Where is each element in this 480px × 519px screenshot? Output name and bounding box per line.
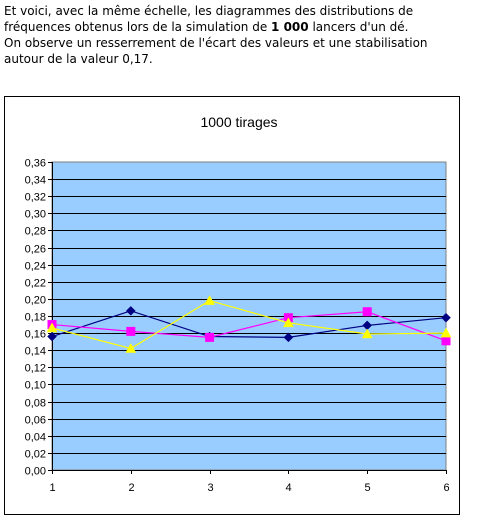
intro-line-2-end: lancers d'un dé. bbox=[308, 20, 409, 34]
series-2-point bbox=[441, 336, 451, 346]
intro-line-3: On observe un resserrement de l'écart de… bbox=[4, 36, 428, 50]
chart-frame: 1000 tirages 0,00 0,02 0,04 0,06 0,08 0,10 0,12… bbox=[4, 96, 460, 515]
x-tick-label: 2 bbox=[128, 482, 134, 494]
series-1-point bbox=[125, 306, 136, 316]
intro-line-2-bold: 1 000 bbox=[271, 20, 309, 34]
y-tick-label: 0,24 bbox=[25, 261, 46, 273]
y-tick-label: 0,04 bbox=[25, 432, 46, 444]
x-tick-label: 1 bbox=[49, 482, 55, 494]
series-2-point bbox=[362, 307, 372, 317]
series-3-point bbox=[125, 342, 137, 353]
x-tick-label: 5 bbox=[364, 482, 370, 494]
series-3-point bbox=[204, 295, 216, 305]
series-3-line bbox=[51, 299, 447, 350]
y-tick-label: 0,16 bbox=[25, 329, 46, 341]
y-tick-label: 0,18 bbox=[25, 312, 46, 324]
y-tick-label: 0,26 bbox=[25, 244, 46, 256]
intro-line-1: Et voici, avec la même échelle, les diag… bbox=[4, 4, 414, 18]
intro-line-4: autour de la valeur 0,17. bbox=[4, 52, 153, 66]
y-tick-label: 0,10 bbox=[25, 380, 46, 392]
y-tick-label: 0,20 bbox=[25, 295, 46, 307]
series-2-point bbox=[205, 332, 215, 342]
chart-title: 1000 tirages bbox=[200, 114, 277, 130]
y-tick-label: 0,00 bbox=[25, 466, 46, 478]
y-tick-label: 0,28 bbox=[25, 226, 46, 238]
y-tick-label: 0,08 bbox=[25, 398, 46, 410]
series-3-point bbox=[46, 322, 58, 333]
intro-line-2: fréquences obtenus lors de la simulation… bbox=[4, 19, 476, 35]
x-tick-label: 3 bbox=[207, 482, 213, 494]
y-tick-label: 0,14 bbox=[25, 346, 46, 358]
y-tick-label: 0,36 bbox=[25, 158, 46, 170]
x-tick-label: 4 bbox=[285, 482, 291, 494]
line-chart: 1000 tirages 0,00 0,02 0,04 0,06 0,08 0,10 0,12… bbox=[25, 114, 452, 494]
x-tick-label: 6 bbox=[443, 482, 449, 494]
y-tick-label: 0,30 bbox=[25, 209, 46, 221]
series-1-point bbox=[47, 331, 57, 342]
intro-paragraph: Et voici, avec la même échelle, les diag… bbox=[4, 3, 476, 67]
series-1-point bbox=[283, 332, 294, 343]
y-tick-label: 0,12 bbox=[25, 363, 46, 375]
series-3-point bbox=[282, 317, 294, 328]
series-3-point bbox=[440, 327, 452, 338]
y-tick-label: 0,02 bbox=[25, 449, 46, 461]
series-3-point bbox=[361, 328, 373, 339]
y-tick-label: 0,22 bbox=[25, 278, 46, 290]
y-tick-label: 0,06 bbox=[25, 415, 46, 427]
series-2-point bbox=[126, 326, 136, 336]
series-1-line bbox=[51, 310, 447, 338]
series-2-line bbox=[51, 311, 447, 342]
y-tick-label: 0,32 bbox=[25, 192, 46, 204]
y-tick-label: 0,34 bbox=[25, 175, 46, 187]
series-1-point bbox=[441, 312, 451, 323]
intro-line-2-start: fréquences obtenus lors de la simulation… bbox=[4, 20, 272, 34]
